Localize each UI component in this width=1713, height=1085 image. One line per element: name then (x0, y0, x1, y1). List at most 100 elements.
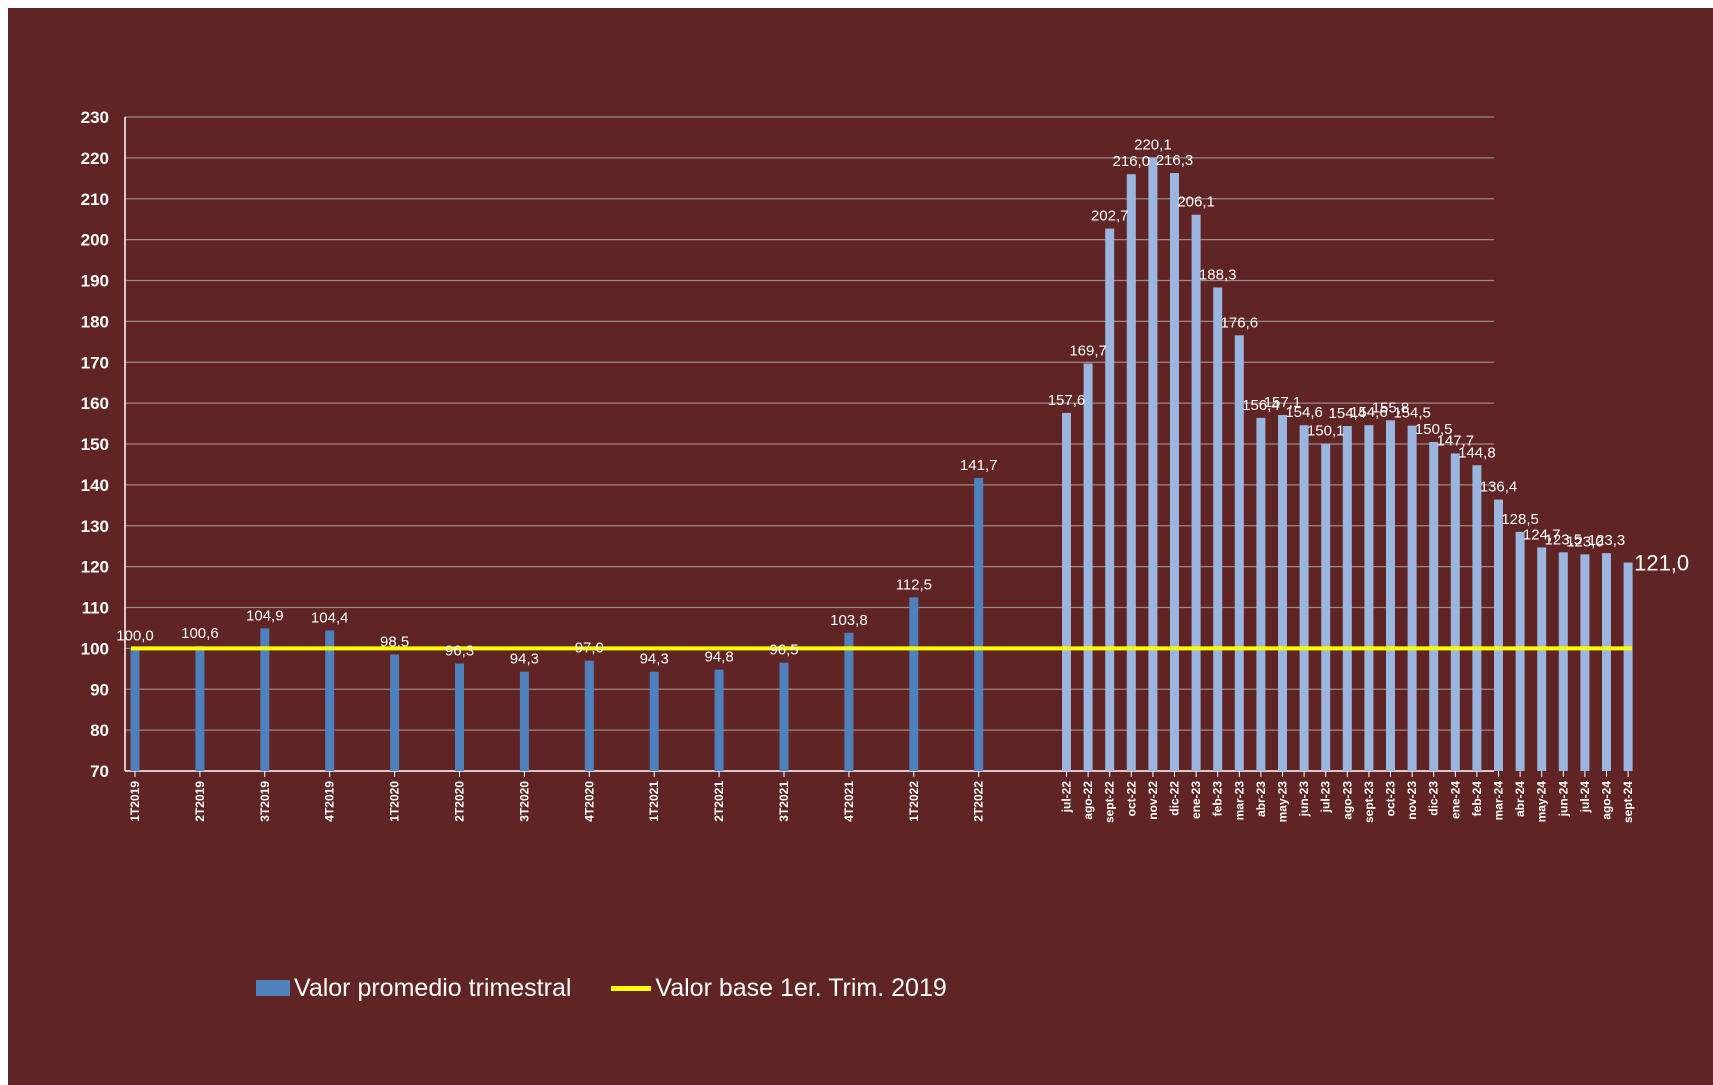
bar (1494, 499, 1503, 771)
data-label: 104,4 (311, 609, 349, 626)
bar (714, 669, 724, 771)
y-tick-label: 160 (81, 394, 109, 413)
x-tick-label: 2T2019 (193, 781, 207, 822)
data-label: 147,7 (1437, 432, 1475, 449)
data-label: 157,6 (1048, 392, 1086, 409)
chart-panel: 70 80 90 100 110 120 130 140 150 160 170 180 190 200 2… (8, 8, 1713, 1085)
bars (130, 157, 1633, 772)
y-tick-label: 150 (81, 435, 109, 454)
bar (1278, 414, 1287, 771)
bar (130, 648, 140, 771)
y-tick-label: 180 (81, 312, 109, 331)
x-tick-label: may-23 (1276, 781, 1290, 823)
x-tick-label: nov-23 (1405, 781, 1419, 820)
x-tick-label: ago-23 (1340, 781, 1354, 820)
data-label: 157,1 (1264, 394, 1302, 411)
data-label: 154,6 (1285, 404, 1323, 421)
x-tick-label: ago-22 (1081, 781, 1095, 820)
x-tick-label: 1T2021 (647, 781, 661, 822)
data-label: 144,8 (1458, 444, 1496, 461)
y-tick-label: 80 (90, 721, 109, 740)
legend: Valor promedio trimestral Valor base 1er… (256, 970, 987, 1006)
bar (974, 477, 984, 771)
data-label: 94,8 (704, 649, 733, 666)
x-tick-label: 2T2021 (712, 781, 726, 822)
x-tick-label: 3T2019 (258, 781, 272, 822)
data-label: 156,4 (1242, 397, 1280, 414)
bar (1191, 214, 1201, 771)
y-tick-label: 70 (90, 762, 109, 781)
y-tick-label: 100 (81, 639, 109, 658)
data-label: 220,1 (1134, 136, 1172, 153)
x-tick-label: jul-24 (1578, 781, 1592, 814)
data-label: 124,7 (1523, 526, 1561, 543)
data-label: 150,5 (1415, 421, 1453, 438)
x-tick-label: oct-23 (1384, 781, 1398, 817)
legend-swatch-baseline (611, 985, 652, 991)
y-tick-label: 200 (81, 231, 109, 250)
y-tick-label: 110 (82, 599, 109, 618)
data-label: 97,0 (575, 640, 604, 657)
x-tick-label: jun-23 (1297, 781, 1311, 818)
x-tick-label: jul-22 (1060, 781, 1074, 814)
bar (779, 662, 789, 771)
bar (1083, 363, 1093, 771)
x-tick-label: abr-23 (1254, 781, 1268, 817)
data-label: 128,5 (1501, 511, 1539, 528)
data-label: 100,6 (181, 625, 219, 642)
x-tick-label: 4T2021 (842, 781, 856, 822)
x-tick-label: jun-24 (1556, 781, 1570, 818)
data-label: 121,0 (1634, 551, 1689, 576)
x-tick-label: 1T2020 (388, 781, 402, 822)
x-tick-label: 1T2022 (907, 781, 921, 822)
bar (1472, 465, 1482, 771)
data-label: 169,7 (1069, 342, 1107, 359)
y-tick-label: 140 (81, 476, 109, 495)
bar (1234, 335, 1244, 771)
x-tick-label: mar-23 (1232, 781, 1246, 821)
bar (844, 632, 854, 771)
data-label: 216,3 (1156, 152, 1194, 169)
x-tick-label: ene-23 (1189, 781, 1203, 819)
data-label: 123,5 (1545, 531, 1583, 548)
bar (1429, 441, 1439, 771)
data-label: 112,5 (896, 576, 932, 593)
data-label: 94,3 (510, 651, 539, 668)
y-tick-label: 120 (81, 558, 109, 577)
bar (1602, 553, 1611, 771)
y-tick-label: 210 (81, 190, 109, 209)
bar (1407, 425, 1417, 771)
axes (124, 117, 1629, 777)
bar (1342, 426, 1352, 771)
x-tick-label: ene-24 (1448, 781, 1462, 819)
bar (519, 671, 529, 771)
data-label: 154,5 (1393, 405, 1431, 422)
data-label: 123,3 (1588, 532, 1626, 549)
bar (1623, 562, 1633, 771)
data-label: 104,9 (246, 607, 284, 624)
data-label: 176,6 (1221, 314, 1259, 331)
x-tick-label: 4T2020 (582, 781, 596, 822)
bar (390, 654, 400, 771)
data-label: 155,8 (1372, 399, 1410, 416)
data-label: 136,4 (1480, 479, 1518, 496)
x-tick-label: ago-24 (1600, 781, 1614, 820)
bar (1299, 425, 1309, 771)
data-label: 188,3 (1199, 266, 1237, 283)
legend-item-bars: Valor promedio trimestral (256, 974, 571, 1003)
y-tick-label: 170 (81, 353, 109, 372)
bar (1126, 174, 1136, 772)
bar (455, 663, 464, 771)
data-label: 154,4 (1329, 405, 1367, 422)
bar (1105, 228, 1115, 771)
x-tick-label: abr-24 (1513, 781, 1527, 817)
x-tick-label: sept-23 (1362, 781, 1376, 823)
data-label: 96,3 (445, 642, 474, 659)
bar (1580, 554, 1590, 771)
y-tick-labels: 70 80 90 100 110 120 130 140 150 160 170 180 190 200 2… (81, 108, 109, 781)
bar (325, 630, 335, 771)
x-tick-label: sept-22 (1103, 781, 1117, 823)
data-label: 202,7 (1091, 208, 1129, 225)
data-label: 94,3 (640, 651, 669, 668)
y-tick-label: 230 (81, 108, 109, 127)
